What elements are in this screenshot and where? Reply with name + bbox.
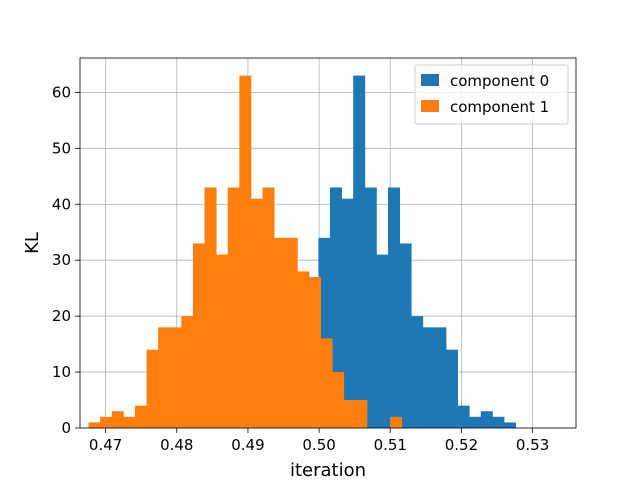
histogram-bar-component-1 [297, 271, 310, 428]
histogram-bar-component-1 [308, 276, 321, 428]
legend-label-component-1: component 1 [450, 98, 549, 116]
histogram-bar-component-1 [332, 372, 345, 428]
series-component-1 [88, 75, 403, 429]
x-axis-label: iteration [290, 460, 366, 480]
x-tick-label: 0.50 [302, 436, 335, 454]
histogram-bar-component-1 [158, 327, 171, 428]
plot-frame [79, 57, 577, 429]
y-tick-label: 10 [52, 363, 71, 381]
histogram-bar-component-0 [411, 316, 424, 428]
histogram-bar-component-1 [216, 254, 229, 428]
histogram-bar-component-1 [355, 400, 368, 428]
histogram-bar-component-1 [285, 237, 298, 428]
legend: component 0 component 1 [414, 64, 569, 125]
histogram-bar-component-1 [123, 416, 136, 428]
histogram-bar-component-0 [387, 187, 400, 428]
legend-box [414, 64, 569, 125]
x-tick-label: 0.53 [516, 436, 549, 454]
x-tick-label: 0.52 [445, 436, 478, 454]
series-component-0 [318, 75, 516, 429]
histogram-bar-component-1 [343, 400, 356, 428]
histogram-bar-component-0 [457, 405, 470, 428]
y-tick-label: 60 [52, 83, 71, 101]
histogram-bar-component-1 [250, 198, 263, 428]
histogram-bar-component-1 [274, 237, 287, 428]
y-axis-ticks: 0 10 20 30 40 50 60 [52, 83, 80, 437]
histogram-bar-component-1 [134, 405, 147, 428]
histogram-bar-component-0 [469, 416, 482, 428]
histogram-bar-component-1 [181, 316, 194, 428]
histogram-bar-component-0 [434, 327, 447, 428]
histogram-bar-component-1 [390, 416, 403, 428]
legend-label-component-0: component 0 [450, 72, 549, 90]
x-tick-label: 0.49 [231, 436, 264, 454]
histogram-bar-component-1 [146, 349, 159, 428]
histogram-bar-component-0 [329, 187, 342, 428]
histogram-bar-component-1 [227, 187, 240, 428]
histogram-bar-component-0 [480, 411, 493, 428]
histogram-bar-component-0 [399, 243, 412, 428]
histogram-bar-component-1 [100, 416, 113, 428]
histogram-bar-component-1 [320, 338, 333, 428]
y-tick-label: 20 [52, 307, 71, 325]
x-tick-label: 0.48 [160, 436, 193, 454]
histogram-bar-component-0 [492, 416, 505, 428]
histogram-bar-component-1 [204, 187, 217, 428]
y-tick-label: 0 [61, 419, 71, 437]
histogram-bar-component-1 [192, 243, 205, 428]
y-axis-label: KL [22, 232, 43, 254]
x-axis-ticks: 0.47 0.48 0.49 0.50 0.51 0.52 0.53 [89, 428, 549, 454]
x-tick-label: 0.47 [89, 436, 122, 454]
x-tick-label: 0.51 [374, 436, 407, 454]
y-tick-label: 30 [52, 251, 71, 269]
histogram-bar-component-0 [341, 198, 354, 428]
histogram-bar-component-1 [239, 75, 252, 429]
histogram-bar-component-0 [445, 349, 458, 428]
histogram-bar-component-0 [353, 75, 366, 429]
y-tick-label: 50 [52, 139, 71, 157]
histogram-bar-component-1 [169, 327, 182, 428]
histogram-bar-component-1 [88, 422, 101, 428]
histogram-bar-component-1 [262, 187, 275, 428]
histogram-bar-component-0 [422, 327, 435, 428]
histogram-bar-component-0 [503, 422, 516, 428]
histogram-bars [88, 75, 516, 429]
histogram-bar-component-0 [364, 187, 377, 428]
y-tick-label: 40 [52, 195, 71, 213]
histogram-bar-component-1 [111, 411, 124, 428]
legend-swatch-component-1 [421, 100, 439, 112]
histogram-bar-component-0 [376, 254, 389, 428]
legend-swatch-component-0 [421, 74, 439, 86]
